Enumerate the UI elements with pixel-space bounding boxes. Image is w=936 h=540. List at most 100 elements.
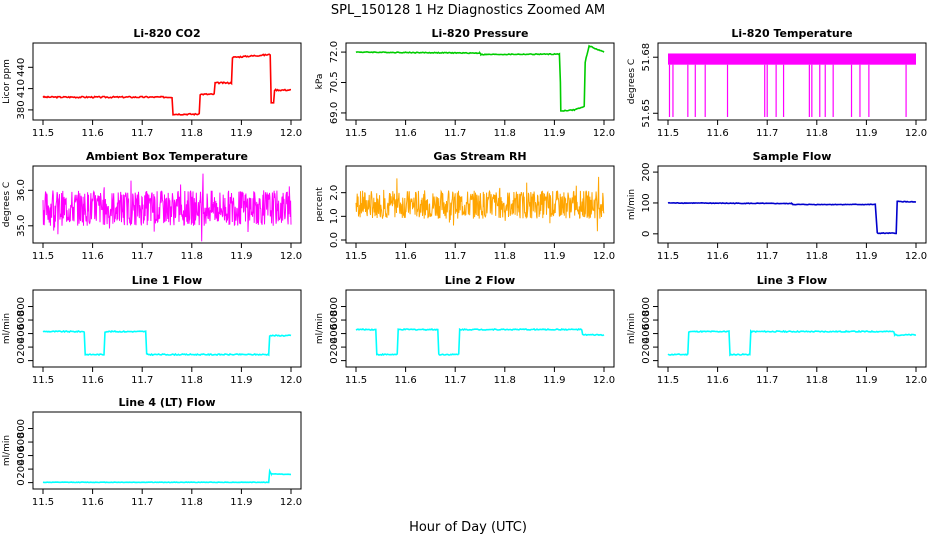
y-tick-label: 72.0: [329, 41, 340, 63]
data-line: [42, 329, 292, 357]
plot-frame: [345, 165, 615, 244]
y-tick-label: 400: [329, 324, 340, 343]
x-tick-label: 11.7: [444, 375, 466, 386]
y-tick-label: 70.5: [329, 71, 340, 93]
x-tick-label: 11.5: [345, 375, 367, 386]
x-tick-label: 11.6: [394, 128, 416, 139]
series-group: [355, 176, 605, 232]
panel-title: Li-820 CO2: [133, 27, 200, 40]
data-line: [355, 176, 605, 232]
y-tick-label: 0: [16, 479, 27, 485]
x-tick-label: 12.0: [905, 128, 927, 139]
y-tick-label: 800: [329, 297, 340, 316]
y-tick-label: 2.0: [329, 185, 340, 201]
x-tick-label: 11.5: [657, 128, 679, 139]
x-tick-label: 11.8: [494, 251, 516, 262]
x-tick-label: 11.5: [345, 128, 367, 139]
x-tick-label: 11.5: [657, 251, 679, 262]
x-tick-label: 11.8: [494, 375, 516, 386]
plot-frame: [657, 289, 927, 368]
x-tick-label: 11.9: [543, 128, 565, 139]
x-tick-label: 11.8: [806, 375, 828, 386]
chart-panel-8: Line 2 Flow ml/min 11.5 11.6 11.7 11.8 11.9 12.…: [315, 274, 615, 386]
plot-frame: [32, 165, 302, 244]
plot-frame: [32, 411, 302, 490]
chart-panel-2: Li-820 Pressure kPa 11.5 11.6 11.7 11.8 11.9 12…: [315, 27, 615, 139]
series-group: [42, 173, 292, 242]
x-tick-label: 11.8: [181, 251, 203, 262]
y-tick-label: 69.0: [329, 102, 340, 124]
panel-title: Ambient Box Temperature: [86, 150, 248, 163]
x-tick-label: 11.6: [706, 128, 728, 139]
series-group: [667, 200, 917, 235]
x-tick-label: 12.0: [280, 128, 302, 139]
y-tick-label: 0: [641, 357, 652, 363]
x-tick-label: 11.8: [181, 128, 203, 139]
x-tick-label: 11.7: [756, 128, 778, 139]
y-tick-label: 0: [641, 231, 652, 237]
y-tick-label: 51.65: [641, 99, 652, 128]
x-tick-label: 11.9: [543, 375, 565, 386]
x-tick-label: 11.8: [181, 497, 203, 508]
series-group: [667, 329, 917, 357]
y-axis-label: ml/min: [2, 313, 12, 344]
y-tick-label: 100: [641, 193, 652, 212]
x-tick-label: 11.5: [32, 128, 54, 139]
x-tick-label: 11.8: [181, 375, 203, 386]
figure-title: SPL_150128 1 Hz Diagnostics Zoomed AM: [331, 3, 605, 18]
y-axis-label: ml/min: [627, 313, 637, 344]
plot-frame: [657, 42, 927, 121]
y-axis-label: ml/min: [315, 313, 325, 344]
x-tick-label: 12.0: [593, 251, 615, 262]
chart-panel-1: Li-820 CO2 Licor ppm 11.5 11.6 11.7 11.8 11.9 1…: [2, 27, 302, 139]
x-tick-label: 12.0: [905, 251, 927, 262]
x-tick-label: 11.9: [230, 251, 252, 262]
y-tick-label: 200: [329, 338, 340, 357]
x-tick-label: 11.9: [855, 251, 877, 262]
y-tick-label: 0: [16, 357, 27, 363]
y-tick-label: 200: [16, 338, 27, 357]
y-tick-label: 600: [641, 311, 652, 330]
panel-title: Li-820 Pressure: [432, 27, 529, 40]
panel-title: Line 4 (LT) Flow: [119, 396, 216, 409]
series-group: [668, 53, 916, 117]
y-tick-label: 380: [16, 100, 27, 119]
data-line: [42, 53, 291, 116]
series-group: [42, 53, 291, 116]
y-axis-label: ml/min: [2, 435, 12, 466]
x-tick-label: 12.0: [593, 128, 615, 139]
x-tick-label: 11.5: [32, 375, 54, 386]
y-tick-label: 200: [641, 338, 652, 357]
chart-panel-7: Line 1 Flow ml/min 11.5 11.6 11.7 11.8 11.9 12.…: [2, 274, 302, 386]
chart-panel-5: Gas Stream RH percent 11.5 11.6 11.7 11.8 11.9…: [315, 150, 615, 262]
x-tick-label: 11.5: [32, 497, 54, 508]
series-group: [42, 329, 292, 357]
plot-frame: [32, 42, 302, 121]
x-tick-label: 11.7: [131, 251, 153, 262]
x-tick-label: 11.5: [345, 251, 367, 262]
x-tick-label: 11.5: [32, 251, 54, 262]
x-tick-label: 11.6: [81, 497, 103, 508]
x-tick-label: 11.7: [756, 375, 778, 386]
chart-panel-3: Li-820 Temperature degrees C 11.5 11.6 11.7 1…: [627, 27, 927, 139]
x-tick-label: 11.9: [855, 128, 877, 139]
y-tick-label: 200: [16, 460, 27, 479]
y-tick-label: 400: [16, 446, 27, 465]
plot-frame: [32, 289, 302, 368]
y-tick-label: 800: [16, 419, 27, 438]
x-tick-label: 11.7: [444, 251, 466, 262]
chart-panel-4: Ambient Box Temperature degrees C 11.5 11.6…: [2, 150, 302, 262]
y-tick-label: 36.0: [16, 179, 27, 201]
x-tick-label: 11.6: [706, 251, 728, 262]
y-axis-label: ml/min: [627, 189, 637, 220]
data-line: [42, 468, 291, 484]
y-tick-label: 400: [16, 324, 27, 343]
x-tick-label: 11.6: [81, 375, 103, 386]
panel-title: Line 2 Flow: [445, 274, 515, 287]
x-tick-label: 12.0: [280, 251, 302, 262]
y-tick-label: 0.0: [329, 232, 340, 248]
chart-panel-6: Sample Flow ml/min 11.5 11.6 11.7 11.8 11.9 12.…: [627, 150, 927, 262]
y-axis-label: degrees C: [2, 182, 12, 227]
panel-grid: Li-820 CO2 Licor ppm 11.5 11.6 11.7 11.8 11.9 1…: [2, 27, 927, 508]
